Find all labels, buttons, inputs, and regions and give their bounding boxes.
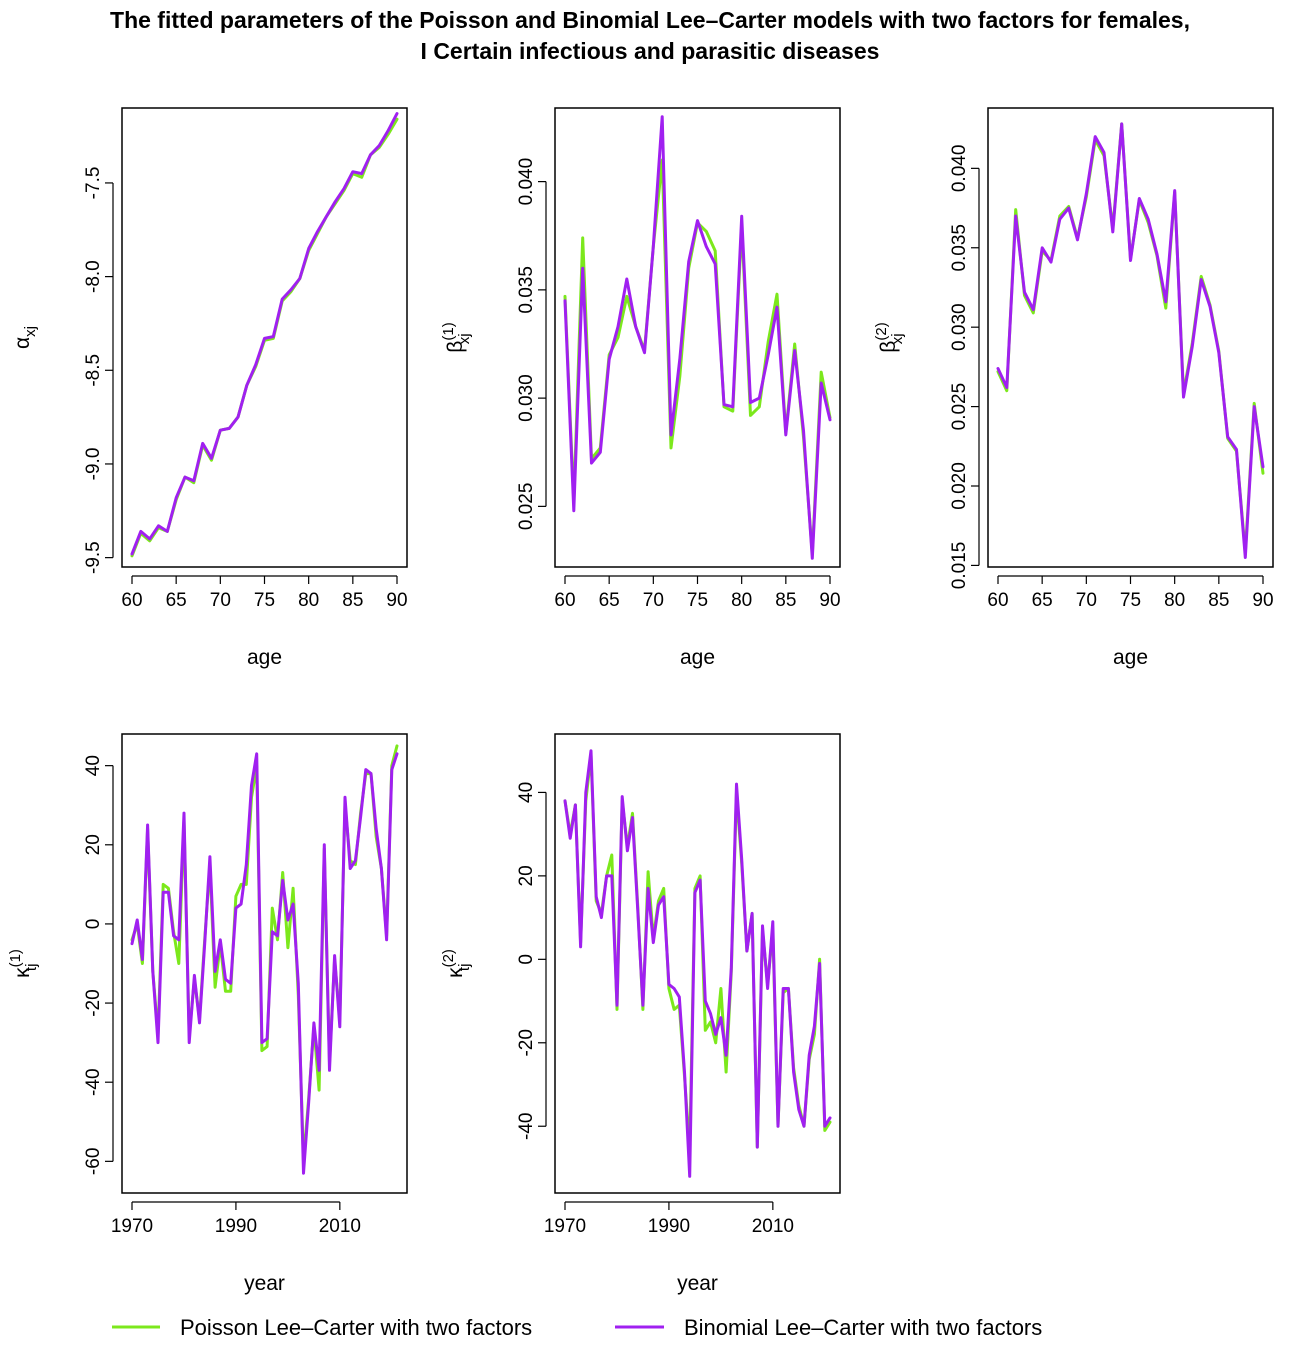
plot-frame: [987, 107, 1274, 568]
x-tick-label: 80: [731, 590, 752, 611]
panel-3: 60 65 70 75 80 85 90 age 0.015 0.020 0.025 0.030 0.0…: [873, 107, 1274, 669]
y-tick-label: -40: [516, 1113, 537, 1140]
plot-frame: [554, 107, 841, 568]
plot-frame: [554, 733, 841, 1194]
x-tick-label: 2010: [319, 1216, 361, 1237]
poisson-series-line-panel-5: [563, 753, 832, 1153]
legend-label-binomial: Binomial Lee–Carter with two factors: [684, 1315, 1042, 1340]
x-tick-label: 90: [386, 590, 407, 611]
x-axis-label: age: [247, 646, 282, 669]
x-tick-label: 75: [687, 590, 708, 611]
x-axis-label: age: [680, 646, 715, 669]
y-tick-label: -40: [83, 1068, 104, 1095]
y-tick-label: 20: [83, 834, 104, 855]
y-tick-label: 0.035: [949, 224, 970, 272]
panel-1: 60 65 70 75 80 85 90 age -9.5 -9.0 -8.5 -8.0 -7.5 αxj: [11, 107, 408, 669]
y-tick-label: 0.020: [949, 462, 970, 510]
x-axis-label: age: [1113, 646, 1148, 669]
x-tick-label: 1990: [648, 1216, 690, 1237]
x-tick-label: 60: [121, 590, 142, 611]
y-tick-label: -7.5: [83, 167, 104, 200]
legend: Poisson Lee–Carter with two factors Binom…: [112, 1315, 1042, 1340]
x-tick-label: 85: [1208, 590, 1229, 611]
x-tick-label: 90: [819, 590, 840, 611]
poisson-series-line-panel-4: [130, 744, 399, 1163]
binomial-series-line-panel-1: [130, 112, 399, 556]
x-axis-label: year: [677, 1272, 718, 1295]
binomial-series-line-panel-4: [130, 752, 399, 1175]
binomial-series-line-panel-2: [563, 115, 832, 560]
x-tick-label: 90: [1252, 590, 1273, 611]
y-axis-label: αxj: [11, 326, 39, 349]
x-tick-label: 75: [254, 590, 275, 611]
y-axis-label: κ(2)tj: [440, 949, 473, 978]
x-tick-label: 60: [554, 590, 575, 611]
x-tick-label: 70: [210, 590, 231, 611]
panel-4: 1970 1990 2010 year -60 -40 -20 0 20 40 κ(1)tj: [7, 733, 408, 1295]
y-axis-label: β(2)xj: [873, 322, 906, 352]
y-tick-label: 0.040: [949, 145, 970, 193]
x-tick-label: 70: [643, 590, 664, 611]
plot-frame: [121, 733, 408, 1194]
y-tick-label: 20: [516, 865, 537, 886]
panel-2: 60 65 70 75 80 85 90 age 0.025 0.030 0.035 0.040 β(1…: [440, 107, 841, 669]
y-tick-label: -9.0: [83, 448, 104, 481]
y-tick-label: 0.025: [516, 483, 537, 531]
poisson-series-line-panel-2: [563, 158, 832, 556]
y-tick-label: 0.030: [949, 303, 970, 351]
binomial-series-line-panel-3: [996, 122, 1265, 559]
y-tick-label: 0: [83, 919, 104, 930]
x-tick-label: 75: [1120, 590, 1141, 611]
y-tick-label: 0.015: [949, 542, 970, 590]
y-tick-label: 0.035: [516, 266, 537, 314]
x-tick-label: 65: [1032, 590, 1053, 611]
x-tick-label: 85: [342, 590, 363, 611]
x-tick-label: 1970: [111, 1216, 153, 1237]
y-axis-label: κ(1)tj: [7, 949, 40, 978]
y-tick-label: 40: [83, 755, 104, 776]
x-tick-label: 1970: [544, 1216, 586, 1237]
x-tick-label: 65: [599, 590, 620, 611]
x-tick-label: 65: [166, 590, 187, 611]
x-tick-label: 1990: [215, 1216, 257, 1237]
y-tick-label: -8.0: [83, 260, 104, 293]
y-tick-label: -60: [83, 1148, 104, 1175]
panel-5: 1970 1990 2010 year -40 -20 0 20 40 κ(2)tj: [440, 733, 841, 1295]
y-tick-label: 0.040: [516, 158, 537, 206]
binomial-series-line-panel-5: [563, 749, 832, 1178]
chart-title-line-2: I Certain infectious and parasitic disea…: [420, 38, 880, 64]
chart-title-line-1: The fitted parameters of the Poisson and…: [110, 7, 1190, 33]
x-tick-label: 60: [987, 590, 1008, 611]
x-axis-label: year: [244, 1272, 285, 1295]
x-tick-label: 2010: [752, 1216, 794, 1237]
y-tick-label: -20: [516, 1029, 537, 1056]
y-tick-label: 0.030: [516, 374, 537, 422]
y-tick-label: 0: [516, 954, 537, 965]
poisson-series-line-panel-3: [996, 122, 1265, 555]
y-tick-label: 40: [516, 782, 537, 803]
y-tick-label: 0.025: [949, 383, 970, 431]
y-tick-label: -9.5: [83, 541, 104, 574]
legend-label-poisson: Poisson Lee–Carter with two factors: [180, 1315, 532, 1340]
x-tick-label: 70: [1076, 590, 1097, 611]
plot-frame: [121, 107, 408, 568]
y-axis-label: β(1)xj: [440, 322, 473, 352]
y-tick-label: -20: [83, 989, 104, 1016]
y-tick-label: -8.5: [83, 354, 104, 387]
x-tick-label: 80: [298, 590, 319, 611]
x-tick-label: 80: [1164, 590, 1185, 611]
x-tick-label: 85: [775, 590, 796, 611]
